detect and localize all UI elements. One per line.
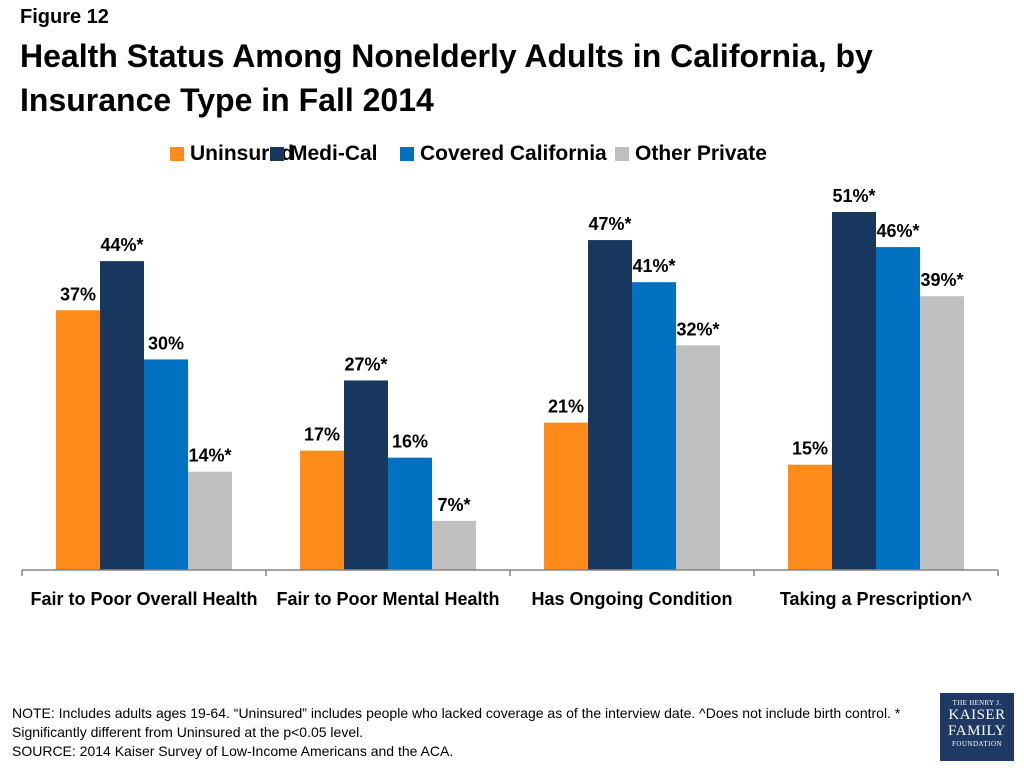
- bar-medi-cal-fair-to-poor-mental-health: [344, 380, 388, 570]
- data-label-covered-california-taking-a-prescription: 46%*: [876, 221, 919, 241]
- chart-data-labels: 37% 44%* 30% 14%* 17% 27%* 16% 7%* 21% 47%* 41%* 32…: [60, 186, 964, 515]
- bar-other-private-fair-to-poor-mental-health: [432, 520, 476, 570]
- data-label-medi-cal-has-ongoing-condition: 47%*: [588, 214, 631, 234]
- bar-other-private-taking-a-prescription: [920, 296, 964, 570]
- legend-swatch-covered-california: [400, 147, 414, 161]
- legend-swatch-medi-cal: [270, 147, 284, 161]
- bar-covered-california-fair-to-poor-mental-health: [388, 457, 432, 570]
- x-tick-label-fair-to-poor-mental-health: Fair to Poor Mental Health: [276, 589, 499, 609]
- data-label-covered-california-fair-to-poor-overall-health: 30%: [148, 333, 184, 353]
- bar-medi-cal-has-ongoing-condition: [588, 240, 632, 570]
- legend-swatch-uninsured: [170, 147, 184, 161]
- x-tick-label-fair-to-poor-overall-health: Fair to Poor Overall Health: [30, 589, 257, 609]
- data-label-uninsured-has-ongoing-condition: 21%: [548, 397, 584, 417]
- legend-label-covered-california: Covered California: [420, 142, 607, 165]
- chart-title: Health Status Among Nonelderly Adults in…: [20, 38, 873, 118]
- figure-label: Figure 12: [20, 6, 109, 28]
- legend-label-uninsured: Uninsured: [190, 142, 294, 165]
- x-axis: Fair to Poor Overall Health Fair to Poor …: [21, 569, 999, 609]
- bar-medi-cal-taking-a-prescription: [832, 212, 876, 570]
- data-label-uninsured-taking-a-prescription: 15%: [792, 439, 828, 459]
- data-label-medi-cal-fair-to-poor-mental-health: 27%*: [344, 354, 387, 374]
- bar-other-private-has-ongoing-condition: [676, 345, 720, 570]
- bar-uninsured-fair-to-poor-overall-health: [56, 310, 100, 570]
- footnote: NOTE: Includes adults ages 19-64. “Unins…: [12, 704, 912, 761]
- logo-line-1: THE HENRY J.: [952, 699, 1002, 707]
- source-text: SOURCE: 2014 Kaiser Survey of Low-Income…: [12, 743, 454, 759]
- chart-bars: [56, 212, 964, 571]
- data-label-covered-california-has-ongoing-condition: 41%*: [632, 256, 675, 276]
- data-label-covered-california-fair-to-poor-mental-health: 16%: [392, 432, 428, 452]
- logo-line-2: KAISER: [948, 707, 1006, 723]
- bar-uninsured-has-ongoing-condition: [544, 422, 588, 570]
- data-label-uninsured-fair-to-poor-overall-health: 37%: [60, 284, 96, 304]
- note-text: NOTE: Includes adults ages 19-64. “Unins…: [12, 705, 901, 740]
- data-label-uninsured-fair-to-poor-mental-health: 17%: [304, 425, 340, 445]
- bar-uninsured-fair-to-poor-mental-health: [300, 450, 344, 570]
- legend-swatch-other-private: [615, 147, 629, 161]
- kff-logo: THE HENRY J. KAISER FAMILY FOUNDATION: [940, 693, 1014, 761]
- legend-label-other-private: Other Private: [635, 142, 767, 165]
- legend-label-medi-cal: Medi-Cal: [290, 142, 378, 165]
- x-tick-label-taking-a-prescription: Taking a Prescription^: [780, 589, 973, 609]
- bar-covered-california-has-ongoing-condition: [632, 282, 676, 570]
- data-label-other-private-fair-to-poor-mental-health: 7%*: [437, 495, 470, 515]
- data-label-other-private-fair-to-poor-overall-health: 14%*: [188, 446, 231, 466]
- x-tick-label-has-ongoing-condition: Has Ongoing Condition: [532, 589, 733, 609]
- bar-medi-cal-fair-to-poor-overall-health: [100, 261, 144, 570]
- data-label-medi-cal-fair-to-poor-overall-health: 44%*: [100, 235, 143, 255]
- logo-line-3: FAMILY: [948, 723, 1006, 739]
- data-label-other-private-has-ongoing-condition: 32%*: [676, 319, 719, 339]
- data-label-other-private-taking-a-prescription: 39%*: [920, 270, 963, 290]
- bar-covered-california-fair-to-poor-overall-health: [144, 359, 188, 570]
- logo-line-4: FOUNDATION: [951, 740, 1003, 748]
- data-label-medi-cal-taking-a-prescription: 51%*: [832, 186, 875, 206]
- bar-other-private-fair-to-poor-overall-health: [188, 471, 232, 570]
- bar-covered-california-taking-a-prescription: [876, 247, 920, 571]
- bar-uninsured-taking-a-prescription: [788, 464, 832, 570]
